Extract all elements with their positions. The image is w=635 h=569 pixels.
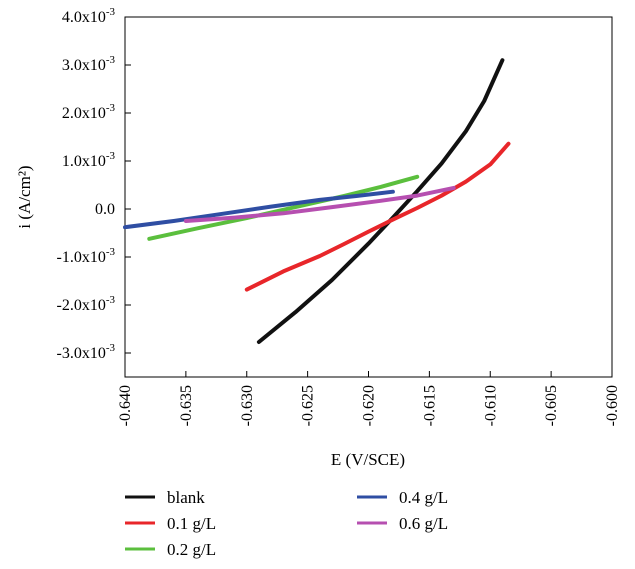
y-tick-mantissa: -1.0x10: [57, 249, 106, 266]
y-tick-exponent: -3: [106, 150, 116, 162]
y-tick-mantissa: 1.0x10: [62, 153, 106, 170]
series-line-0: [256, 58, 505, 344]
legend-label: 0.6 g/L: [399, 514, 448, 533]
x-tick-label: -0.640: [117, 385, 134, 426]
y-tick-mantissa: 3.0x10: [62, 57, 106, 74]
y-tick-exponent: -3: [106, 102, 116, 114]
y-tick-exponent: -3: [106, 246, 116, 258]
x-tick-label: -0.630: [239, 385, 256, 426]
y-tick-label: 1.0x10-3: [62, 150, 116, 170]
y-tick-label: -2.0x10-3: [57, 294, 116, 314]
y-tick-label: 3.0x10-3: [62, 54, 116, 74]
x-axis-ticks: -0.640 -0.635 -0.630 -0.625 -0.620 -0.615 -0.6…: [117, 371, 621, 426]
plot-area-frame: [124, 16, 613, 378]
y-tick-mantissa: -3.0x10: [57, 345, 106, 362]
y-axis-label: i (A/cm²): [15, 165, 34, 228]
y-tick-exponent: -3: [106, 294, 116, 306]
y-tick-label: -3.0x10-3: [57, 342, 116, 362]
legend-label: 0.2 g/L: [167, 540, 216, 559]
x-tick-label: -0.635: [178, 385, 195, 426]
y-tick-exponent: -3: [106, 342, 116, 354]
y-tick-mantissa: 4.0x10: [62, 9, 106, 26]
x-tick-label: -0.600: [604, 385, 621, 426]
legend-label: 0.1 g/L: [167, 514, 216, 533]
x-tick-label: -0.610: [482, 385, 499, 426]
y-tick-label: 4.0x10-3: [62, 6, 116, 26]
x-tick-label: -0.625: [300, 385, 317, 426]
y-tick-mantissa: 0.0: [95, 201, 115, 218]
y-tick-label: -1.0x10-3: [57, 246, 116, 266]
y-tick-exponent: -3: [106, 6, 116, 18]
y-tick-mantissa: -2.0x10: [57, 297, 106, 314]
y-tick-label: 0.0: [95, 201, 115, 218]
x-axis-label: E (V/SCE): [331, 450, 405, 469]
y-tick-exponent: -3: [106, 54, 116, 66]
series-line-4: [183, 185, 456, 223]
legend-label: 0.4 g/L: [399, 488, 448, 507]
x-tick-label: -0.615: [421, 385, 438, 426]
series-line-3: [123, 189, 395, 230]
y-tick-mantissa: 2.0x10: [62, 105, 106, 122]
legend: blank 0.1 g/L 0.2 g/L 0.4 g/L 0.6 g/L: [125, 488, 448, 559]
series-line-2: [147, 174, 420, 241]
y-tick-label: 2.0x10-3: [62, 102, 116, 122]
legend-label: blank: [167, 488, 205, 507]
y-axis-ticks: 4.0x10-33.0x10-32.0x10-31.0x10-30.0-1.0x…: [57, 6, 131, 362]
series-line-1: [244, 141, 511, 292]
data-series: [123, 58, 511, 344]
x-tick-label: -0.620: [361, 385, 378, 426]
x-tick-label: -0.605: [543, 385, 560, 426]
